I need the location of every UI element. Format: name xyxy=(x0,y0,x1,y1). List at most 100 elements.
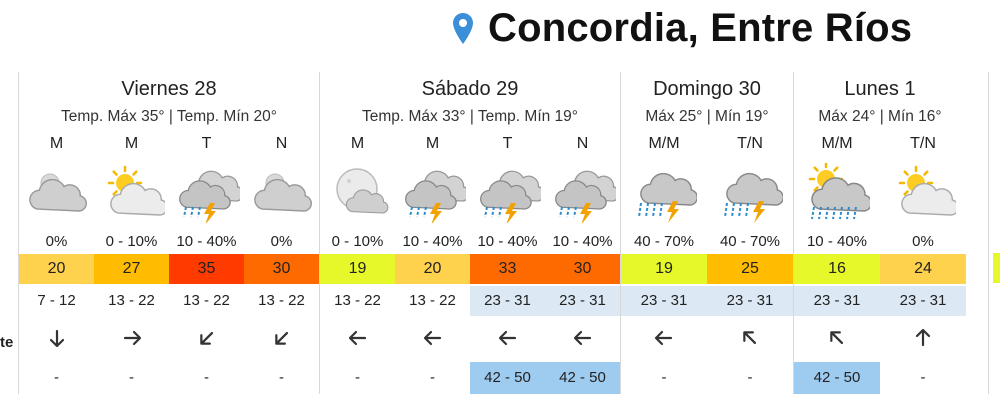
arrow-down-left-icon xyxy=(169,316,244,360)
arrow-down-left-icon xyxy=(244,316,319,360)
temperature-cell: 20 xyxy=(19,254,94,284)
temperature-cell: 24 xyxy=(880,254,966,284)
period-label: T/N xyxy=(910,135,936,152)
thunderstorm-icon xyxy=(169,160,244,226)
wind-gust: - xyxy=(279,369,284,386)
temperature-cell: 19 xyxy=(320,254,395,284)
wind-gust: - xyxy=(747,369,753,386)
thunderstorm-rain-icon xyxy=(621,160,707,226)
arrow-up-left-icon xyxy=(707,316,793,360)
temperature-cell: 20 xyxy=(395,254,470,284)
period-label: M xyxy=(124,135,139,152)
thunderstorm-icon xyxy=(545,160,620,226)
location-header: Concordia, Entre Ríos xyxy=(452,6,912,51)
wind-speed: 23 - 31 xyxy=(621,286,707,316)
wind-speed: 23 - 31 xyxy=(707,286,793,316)
wind-gust: 42 - 50 xyxy=(794,362,880,394)
next-day-divider xyxy=(988,72,989,394)
day-column: Viernes 28 Temp. Máx 35° | Temp. Mín 20° M… xyxy=(18,72,319,394)
next-day-temp-edge xyxy=(993,253,1000,283)
map-pin-icon xyxy=(453,12,473,44)
precip-probability: 10 - 40% xyxy=(806,233,868,250)
location-title: Concordia, Entre Ríos xyxy=(488,6,913,50)
precip-probability: 0 - 10% xyxy=(331,233,384,250)
day-name: Domingo 30 xyxy=(653,78,761,100)
wind-speed: 23 - 31 xyxy=(794,286,880,316)
temperature-cell: 25 xyxy=(707,254,793,284)
period-label: N xyxy=(275,135,288,152)
precip-probability: 10 - 40% xyxy=(552,233,613,250)
wind-gust: 42 - 50 xyxy=(545,362,620,394)
period-column: T/N 0% 24 23 - 31 - xyxy=(880,128,966,394)
arrow-down-icon xyxy=(19,316,94,360)
period-column: M 0 - 10% 19 13 - 22 - xyxy=(320,128,395,394)
arrow-right-icon xyxy=(94,316,169,360)
temperature-cell: 30 xyxy=(545,254,620,284)
wind-gust: 42 - 50 xyxy=(470,362,545,394)
thunderstorm-rain-icon xyxy=(707,160,793,226)
day-temp-range: Máx 24° | Mín 16° xyxy=(818,108,942,125)
arrow-left-icon xyxy=(470,316,545,360)
day-temp-range: Temp. Máx 35° | Temp. Mín 20° xyxy=(60,108,277,125)
partly-cloudy-day-icon xyxy=(880,160,966,226)
cloudy-night-icon xyxy=(244,160,319,226)
day-name: Viernes 28 xyxy=(121,78,217,100)
wind-gust: - xyxy=(129,369,134,386)
wind-speed: 23 - 31 xyxy=(470,286,545,316)
precip-probability: 0 - 10% xyxy=(105,233,158,250)
precip-probability: 0% xyxy=(270,233,293,250)
partly-cloudy-day-icon xyxy=(94,160,169,226)
arrow-up-icon xyxy=(880,316,966,360)
day-name: Lunes 1 xyxy=(844,78,916,100)
temperature-cell: 35 xyxy=(169,254,244,284)
wind-speed: 23 - 31 xyxy=(880,286,966,316)
day-name: Sábado 29 xyxy=(421,78,519,100)
arrow-up-left-icon xyxy=(794,316,880,360)
period-column: N 10 - 40% 30 23 - 31 42 - 50 xyxy=(545,128,620,394)
wind-gust: - xyxy=(661,369,667,386)
day-column: Lunes 1 Máx 24° | Mín 16° M/M 10 - 40% 16 23 … xyxy=(793,72,966,394)
period-column: M 10 - 40% 20 13 - 22 - xyxy=(395,128,470,394)
wind-speed: 13 - 22 xyxy=(258,292,305,309)
precip-probability: 0% xyxy=(45,233,68,250)
period-label: T xyxy=(201,135,212,152)
wind-speed: 13 - 22 xyxy=(334,292,381,309)
forecast-grid: Viernes 28 Temp. Máx 35° | Temp. Mín 20° M… xyxy=(18,72,966,394)
precip-probability: 40 - 70% xyxy=(633,233,695,250)
cloudy-moon-icon xyxy=(320,160,395,226)
arrow-left-icon xyxy=(545,316,620,360)
wind-speed: 13 - 22 xyxy=(183,292,230,309)
period-column: T 10 - 40% 35 13 - 22 - xyxy=(169,128,244,394)
wind-gust: - xyxy=(355,369,360,386)
wind-speed: 7 - 12 xyxy=(37,292,76,309)
period-label: M/M xyxy=(648,135,680,152)
period-column: T/N 40 - 70% 25 23 - 31 - xyxy=(707,128,793,394)
period-column: M/M 10 - 40% 16 23 - 31 42 - 50 xyxy=(794,128,880,394)
day-column: Sábado 29 Temp. Máx 33° | Temp. Mín 19° M 0… xyxy=(319,72,620,394)
day-column: Domingo 30 Máx 25° | Mín 19° M/M 40 - 70% 19… xyxy=(620,72,793,394)
period-label: M xyxy=(49,135,64,152)
cloudy-night-icon xyxy=(19,160,94,226)
period-column: M 0 - 10% 27 13 - 22 - xyxy=(94,128,169,394)
temperature-cell: 33 xyxy=(470,254,545,284)
period-column: M/M 40 - 70% 19 23 - 31 - xyxy=(621,128,707,394)
period-column: M 0% 20 7 - 12 - xyxy=(19,128,94,394)
arrow-left-icon xyxy=(320,316,395,360)
row-label-fragment: te xyxy=(0,334,14,351)
arrow-left-icon xyxy=(621,316,707,360)
precip-probability: 0% xyxy=(912,233,934,250)
wind-speed: 13 - 22 xyxy=(108,292,155,309)
arrow-left-icon xyxy=(395,316,470,360)
precip-probability: 10 - 40% xyxy=(176,233,237,250)
period-label: T/N xyxy=(737,135,763,152)
precip-probability: 10 - 40% xyxy=(477,233,538,250)
temperature-cell: 16 xyxy=(794,254,880,284)
wind-speed: 23 - 31 xyxy=(545,286,620,316)
day-temp-range: Temp. Máx 33° | Temp. Mín 19° xyxy=(361,108,578,125)
wind-gust: - xyxy=(54,369,59,386)
period-label: N xyxy=(576,135,589,152)
thunderstorm-icon xyxy=(395,160,470,226)
wind-speed: 13 - 22 xyxy=(409,292,456,309)
temperature-cell: 19 xyxy=(621,254,707,284)
period-label: M/M xyxy=(821,135,853,152)
